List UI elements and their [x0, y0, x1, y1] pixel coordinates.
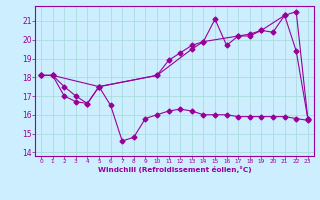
- X-axis label: Windchill (Refroidissement éolien,°C): Windchill (Refroidissement éolien,°C): [98, 166, 251, 173]
